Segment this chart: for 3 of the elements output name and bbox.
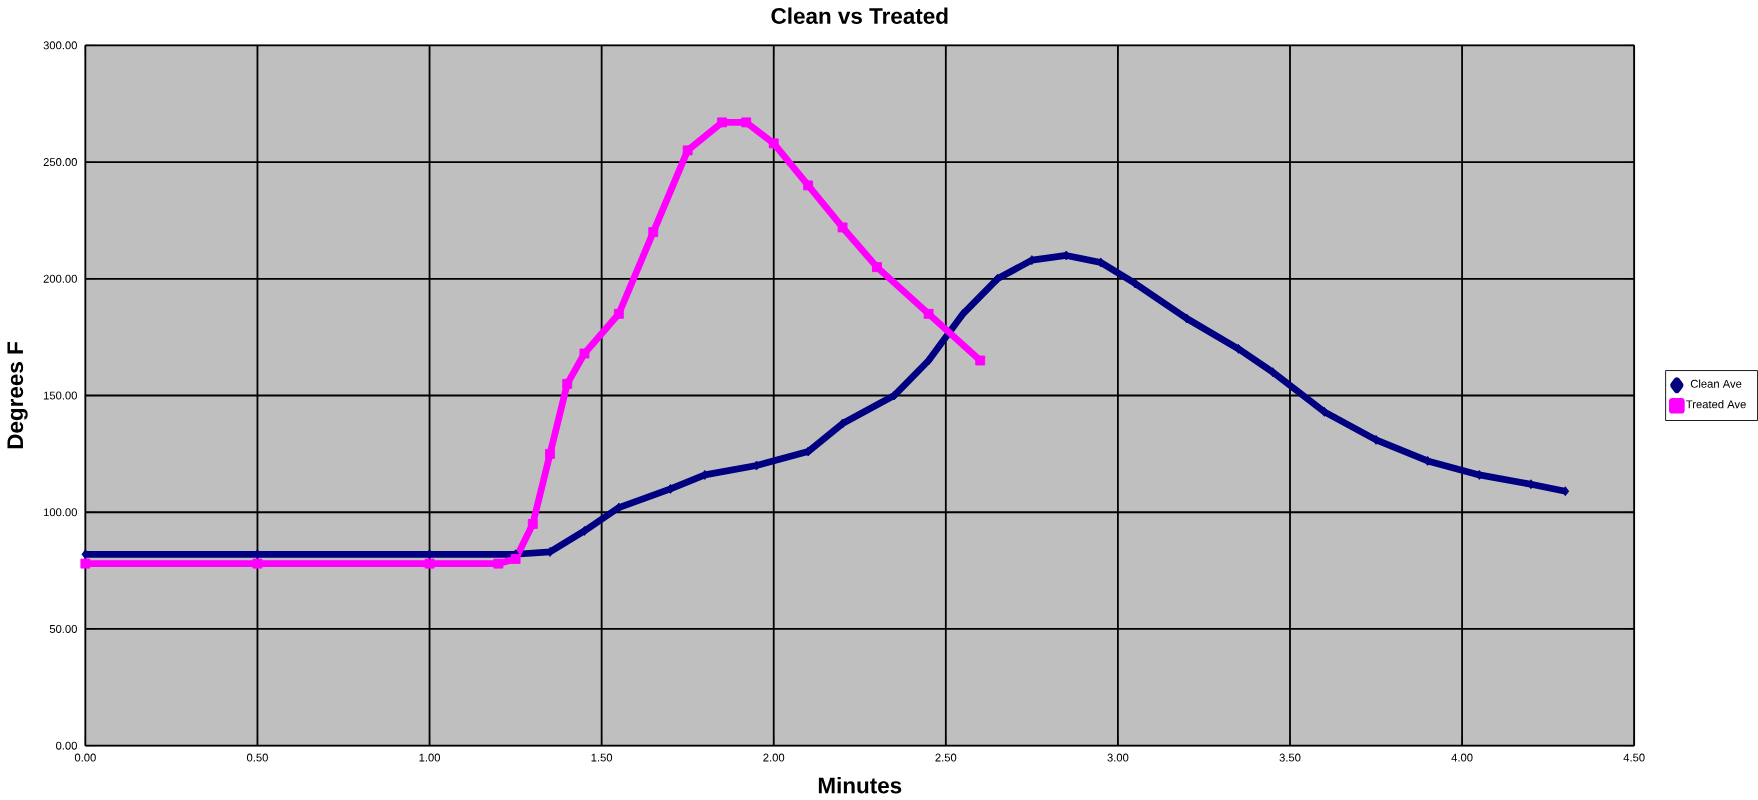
y-axis-title: Degrees F — [7, 341, 28, 448]
chart-title: Clean vs Treated — [771, 7, 948, 24]
x-axis-title: Minutes — [818, 776, 902, 793]
